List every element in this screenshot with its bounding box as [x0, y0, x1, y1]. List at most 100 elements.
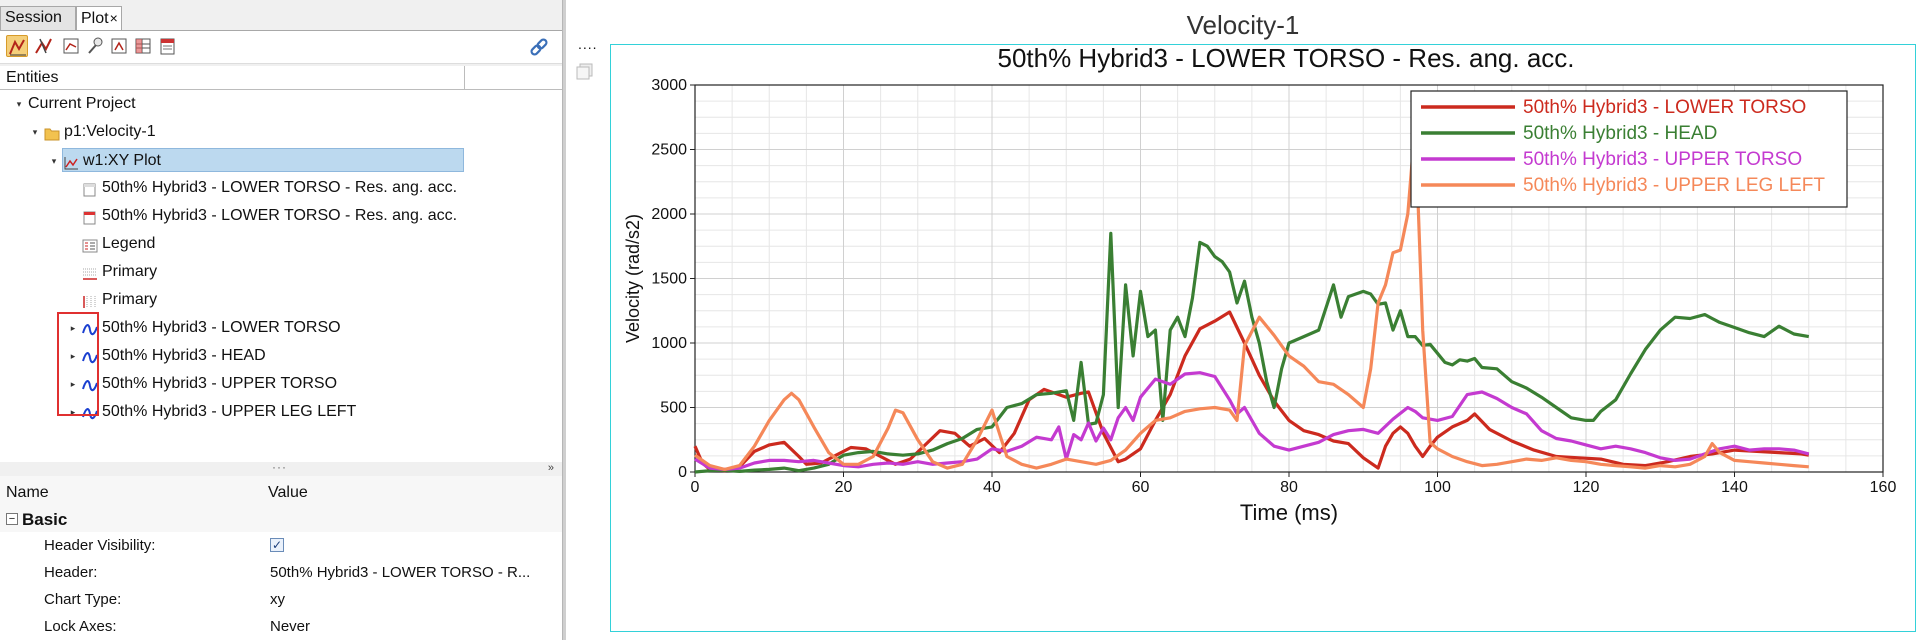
x-tick-label: 100 — [1424, 479, 1451, 496]
chart-type-value[interactable]: xy — [270, 591, 285, 608]
tab-session-label: Session — [5, 9, 62, 26]
y-tick-label: 500 — [660, 400, 687, 417]
expand-arrow-icon[interactable]: ▸ — [70, 323, 76, 333]
collapse-arrow-icon[interactable]: ▾ — [16, 99, 22, 109]
expand-arrow-icon[interactable]: ▸ — [70, 351, 76, 361]
entity-tree: ▾ Current Project ▾ p1:Velocity-1 ▾ w1:X… — [0, 90, 562, 462]
axis-tool-button[interactable] — [108, 35, 130, 57]
header-value-field[interactable]: 50th% Hybrid3 - LOWER TORSO - R... — [270, 564, 531, 581]
tree-node-label: w1:XY Plot — [83, 152, 161, 169]
header-visibility-checkbox[interactable]: ✓ — [270, 538, 284, 552]
xy-chart[interactable]: 0 20 40 60 80 100 120 140 160 0 500 1000 1500 2000 250… — [611, 45, 1917, 633]
panel-tabbar: Session Plot× — [0, 6, 562, 30]
vertical-axis-icon — [82, 293, 98, 308]
legend-box — [1410, 90, 1848, 208]
y-tick-label: 3000 — [651, 77, 687, 94]
y-tick-label: 0 — [678, 464, 687, 481]
column-name-header[interactable]: Name — [6, 484, 49, 501]
y-tick-label: 1000 — [651, 335, 687, 352]
folder-icon — [44, 125, 60, 141]
x-tick-label: 60 — [1132, 479, 1150, 496]
horizontal-axis-icon — [82, 265, 98, 280]
tree-node-label: Primary — [102, 263, 158, 280]
notes-icon — [160, 38, 175, 55]
tab-plot[interactable]: Plot× — [76, 6, 122, 30]
expand-arrow-icon[interactable]: ▸ — [70, 379, 76, 389]
table-tool-button[interactable] — [132, 35, 154, 57]
series-line-2 — [694, 231, 1810, 474]
axis-icon — [111, 38, 127, 54]
curve-icon — [82, 321, 98, 336]
property-row-header-visibility[interactable]: Header Visibility: ✓ — [0, 532, 562, 559]
x-tick-label: 80 — [1280, 479, 1298, 496]
expand-arrow-icon[interactable]: ▸ — [70, 407, 76, 417]
legend-entry-2: 50th% Hybrid3 - HEAD — [1523, 123, 1717, 144]
page-icon[interactable] — [576, 62, 594, 80]
link-icon — [530, 38, 548, 56]
column-value-header[interactable]: Value — [268, 484, 308, 501]
property-key: Header Visibility: — [44, 537, 156, 554]
x-axis-label: Time (ms) — [1240, 500, 1338, 525]
plot-window-tool-button[interactable] — [60, 35, 82, 57]
series-line-4 — [694, 122, 1809, 471]
tree-node-label: Primary — [102, 291, 158, 308]
collapse-arrow-icon[interactable]: ▾ — [51, 156, 57, 166]
y-tick-label: 1500 — [651, 271, 687, 288]
tree-node-label: 50th% Hybrid3 - LOWER TORSO — [102, 319, 341, 336]
property-table-header: Name Value — [0, 476, 562, 508]
property-row-chart-type[interactable]: Chart Type: xy — [0, 586, 562, 613]
curve-edit-icon — [35, 38, 52, 54]
plot-window[interactable]: 0 20 40 60 80 100 120 140 160 0 500 1000 1500 2000 250… — [610, 44, 1916, 632]
splitter-grip-icon[interactable]: ··· — [272, 460, 287, 474]
series-line-3 — [694, 371, 1810, 471]
tree-node-label: 50th% Hybrid3 - UPPER LEG LEFT — [102, 403, 357, 420]
double-chevron-down-icon[interactable]: » — [547, 462, 554, 474]
tree-node-label: 50th% Hybrid3 - LOWER TORSO - Res. ang. … — [102, 179, 458, 196]
property-group-label: Basic — [22, 510, 68, 529]
window-title: Velocity-1 — [1186, 10, 1300, 40]
property-key: Lock Axes: — [44, 618, 117, 635]
link-button[interactable] — [526, 35, 552, 61]
x-tick-label: 20 — [835, 479, 853, 496]
tree-node-label: 50th% Hybrid3 - HEAD — [102, 347, 266, 364]
lock-axes-value[interactable]: Never — [270, 618, 311, 635]
plot-select-tool-button[interactable] — [6, 35, 28, 57]
header-icon — [82, 181, 98, 197]
tree-node-label: Current Project — [28, 95, 136, 112]
notes-tool-button[interactable] — [156, 35, 178, 57]
collapse-minus-icon[interactable]: − — [6, 513, 18, 525]
property-row-header[interactable]: Header: 50th% Hybrid3 - LOWER TORSO - R.… — [0, 559, 562, 586]
x-tick-label: 40 — [983, 479, 1001, 496]
tree-node-label: 50th% Hybrid3 - LOWER TORSO - Res. ang. … — [102, 207, 458, 224]
curve-icon — [82, 377, 98, 392]
legend-entry-4: 50th% Hybrid3 - UPPER LEG LEFT — [1523, 175, 1825, 196]
panel-divider[interactable] — [562, 0, 566, 640]
probe-icon — [88, 37, 103, 54]
panel-splitter[interactable]: ··· » — [0, 460, 562, 476]
table-icon — [135, 38, 151, 54]
x-tick-label: 160 — [1870, 479, 1897, 496]
y-axis-label: Velocity (rad/s2) — [623, 214, 643, 343]
tab-session[interactable]: Session — [0, 6, 76, 30]
property-group-basic[interactable]: − Basic — [0, 508, 562, 532]
chart-title: 50th% Hybrid3 - LOWER TORSO - Res. ang. … — [997, 45, 1574, 73]
plot-toolbar — [0, 30, 562, 64]
probe-tool-button[interactable] — [84, 35, 106, 57]
highlight-box — [57, 312, 99, 416]
plot-select-icon — [9, 39, 26, 56]
entities-header-column[interactable] — [464, 66, 562, 90]
close-tab-icon[interactable]: × — [109, 10, 118, 26]
legend-entry-1: 50th% Hybrid3 - LOWER TORSO — [1523, 97, 1806, 118]
collapse-arrow-icon[interactable]: ▾ — [32, 127, 38, 137]
property-key: Header: — [44, 564, 98, 581]
plot-area: Velocity-1 .... 0 20 40 60 80 100 120 140 160 0 50… — [566, 0, 1920, 640]
more-options-icon[interactable]: .... — [578, 36, 598, 52]
property-key: Chart Type: — [44, 591, 122, 608]
tree-node-window[interactable]: ▾ w1:XY Plot — [52, 148, 464, 172]
y-tick-label: 2500 — [651, 142, 687, 159]
entities-header-label: Entities — [6, 69, 59, 86]
tree-node-label: p1:Velocity-1 — [64, 123, 156, 140]
curve-icon — [82, 349, 98, 364]
property-row-lock-axes[interactable]: Lock Axes: Never — [0, 613, 562, 640]
curve-tool-button[interactable] — [32, 35, 54, 57]
